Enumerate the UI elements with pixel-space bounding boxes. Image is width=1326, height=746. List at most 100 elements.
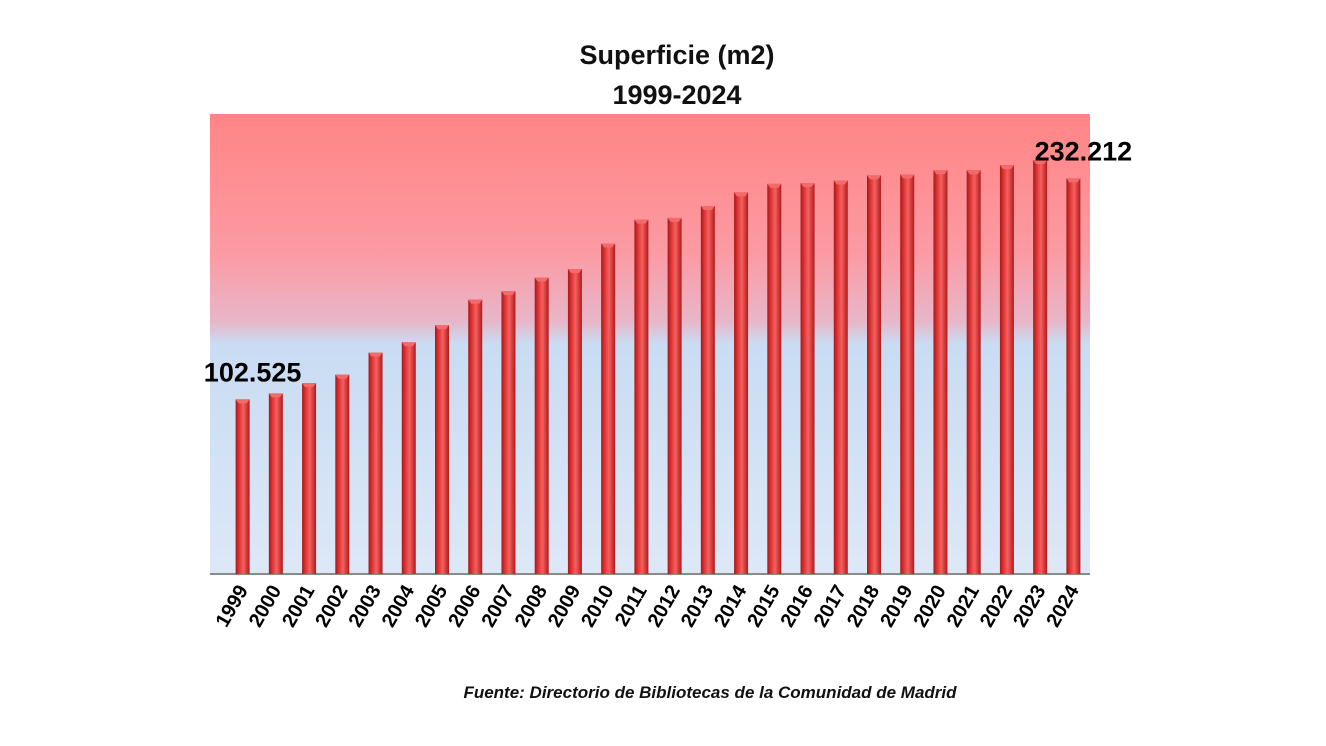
bar-2002 <box>335 374 350 574</box>
bar-body-2006 <box>468 299 483 574</box>
bars-group <box>235 160 1081 575</box>
chart-title: Superficie (m2) <box>579 40 774 70</box>
bar-body-2007 <box>501 291 516 574</box>
bar-body-2024 <box>1066 178 1081 574</box>
x-tick-2019: 2019 <box>876 582 917 632</box>
bar-body-2020 <box>933 170 948 574</box>
data-labels: 102.525 232.212 <box>204 136 1132 387</box>
bar-cap-2023 <box>1033 160 1048 164</box>
bar-cap-2015 <box>767 183 782 188</box>
bar-cap-2009 <box>567 269 582 274</box>
bar-2013 <box>700 206 715 574</box>
x-tick-2018: 2018 <box>843 582 884 632</box>
x-tick-2008: 2008 <box>511 582 552 632</box>
x-tick-2002: 2002 <box>311 582 352 632</box>
bar-2023 <box>1033 160 1048 574</box>
bar-cap-2002 <box>335 374 350 379</box>
bar-cap-2001 <box>302 383 317 388</box>
bar-cap-2007 <box>501 291 516 296</box>
x-tick-1999: 1999 <box>212 582 253 632</box>
bar-2022 <box>999 165 1014 574</box>
bar-cap-2017 <box>833 180 848 185</box>
bar-cap-2022 <box>999 165 1014 170</box>
bar-body-2005 <box>435 325 449 574</box>
data-label-1999: 102.525 <box>204 357 302 387</box>
x-tick-2001: 2001 <box>278 582 319 632</box>
bar-cap-2013 <box>700 206 715 210</box>
bar-2020 <box>933 170 948 574</box>
bar-body-2015 <box>767 183 782 574</box>
bar-cap-2012 <box>667 217 682 222</box>
bar-cap-2019 <box>900 174 915 179</box>
bar-body-2002 <box>335 374 350 574</box>
bar-2007 <box>501 291 516 574</box>
bar-cap-2020 <box>933 170 948 175</box>
bar-cap-2014 <box>734 192 749 197</box>
bar-cap-2021 <box>966 170 981 175</box>
x-tick-2016: 2016 <box>777 582 818 632</box>
bar-cap-2008 <box>534 277 549 282</box>
bar-body-2021 <box>966 170 981 574</box>
bar-body-2011 <box>634 219 649 574</box>
bar-body-2009 <box>567 269 582 574</box>
x-tick-2020: 2020 <box>909 582 950 632</box>
x-tick-2011: 2011 <box>611 582 652 631</box>
x-tick-2012: 2012 <box>644 582 685 632</box>
bar-body-2022 <box>999 165 1014 574</box>
bar-2004 <box>401 342 416 574</box>
data-label-2024: 232.212 <box>1035 136 1133 166</box>
bar-cap-2010 <box>601 243 616 248</box>
bar-cap-2024 <box>1066 178 1081 183</box>
bar-2016 <box>800 183 815 574</box>
x-tick-2005: 2005 <box>411 582 452 632</box>
chart-subtitle: 1999-2024 <box>612 80 741 110</box>
bar-body-2017 <box>833 180 848 574</box>
bar-body-2004 <box>401 342 416 574</box>
source-note: Fuente: Directorio de Bibliotecas de la … <box>463 683 957 702</box>
bar-body-1999 <box>235 399 250 574</box>
bar-cap-2018 <box>867 175 881 180</box>
x-tick-2000: 2000 <box>245 582 286 632</box>
bar-2001 <box>302 383 317 574</box>
x-tick-2013: 2013 <box>677 582 718 632</box>
bar-2005 <box>435 325 449 574</box>
bar-2021 <box>966 170 981 574</box>
bar-2010 <box>601 243 616 574</box>
x-tick-labels: 1999200020012002200320042005200620072008… <box>212 581 1085 631</box>
x-tick-2006: 2006 <box>444 582 485 632</box>
bar-body-2018 <box>867 175 881 575</box>
bar-body-2019 <box>900 174 915 574</box>
bar-2008 <box>534 277 549 574</box>
bar-2009 <box>567 269 582 574</box>
bar-body-2010 <box>601 243 616 574</box>
x-tick-2017: 2017 <box>810 582 851 632</box>
bar-2015 <box>767 183 782 574</box>
x-tick-2022: 2022 <box>976 582 1017 632</box>
bar-body-2000 <box>268 393 283 574</box>
bar-cap-2006 <box>468 299 483 304</box>
x-tick-2014: 2014 <box>710 581 752 631</box>
x-tick-2021: 2021 <box>943 582 984 632</box>
bar-cap-1999 <box>235 399 250 404</box>
bar-body-2023 <box>1033 160 1048 574</box>
bar-2011 <box>634 219 649 574</box>
x-tick-2009: 2009 <box>544 582 585 632</box>
bar-2024 <box>1066 178 1081 574</box>
bar-cap-2016 <box>800 183 815 187</box>
x-tick-2023: 2023 <box>1009 582 1050 632</box>
bar-cap-2003 <box>368 352 383 357</box>
bar-body-2016 <box>800 183 815 574</box>
bar-2017 <box>833 180 848 574</box>
x-tick-2024: 2024 <box>1042 581 1084 631</box>
x-tick-2015: 2015 <box>743 582 784 632</box>
bar-body-2012 <box>667 217 682 575</box>
bar-2019 <box>900 174 915 574</box>
bar-2003 <box>368 352 383 574</box>
bar-body-2001 <box>302 383 317 574</box>
bar-2018 <box>867 175 881 575</box>
bar-2000 <box>268 393 283 574</box>
bar-cap-2004 <box>401 342 416 347</box>
bar-2006 <box>468 299 483 574</box>
